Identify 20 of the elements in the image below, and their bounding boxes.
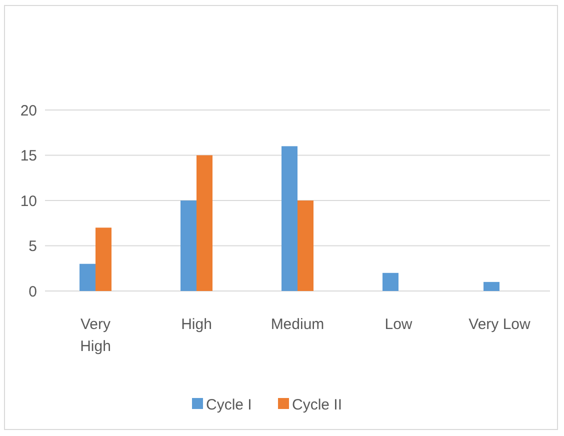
legend-label: Cycle II <box>292 396 342 414</box>
legend-label: Cycle I <box>206 396 252 414</box>
bar <box>180 200 196 291</box>
x-tick-label: Low <box>384 316 412 333</box>
y-tick-label: 5 <box>28 238 37 255</box>
x-tick-label: High <box>181 316 212 333</box>
bar <box>484 282 500 291</box>
bar <box>80 264 96 291</box>
x-tick-label: Very High <box>80 316 112 355</box>
y-tick-label: 15 <box>20 148 37 164</box>
x-tick-label: Medium <box>270 316 324 333</box>
bar <box>382 272 398 291</box>
x-tick-label: Very Low <box>468 316 531 333</box>
y-tick-label: 10 <box>20 192 37 210</box>
bar <box>196 155 212 291</box>
y-tick-label: 20 <box>20 102 37 120</box>
bar <box>298 200 314 291</box>
y-tick-label: 0 <box>28 283 37 300</box>
bar <box>96 228 112 291</box>
bar <box>282 146 298 291</box>
